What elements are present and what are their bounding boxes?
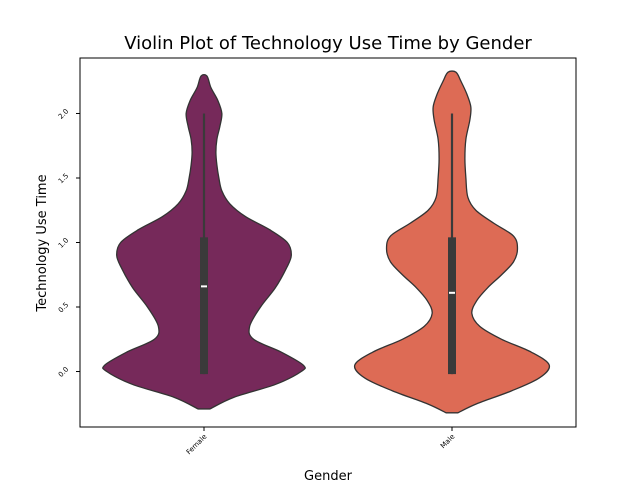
y-tick-label: 1.0	[57, 236, 71, 250]
violins-layer	[102, 70, 551, 414]
y-tick-label: 1.5	[57, 172, 71, 186]
x-tick-label: Male	[439, 433, 456, 450]
iqr-box-female	[200, 237, 208, 375]
iqr-box-male	[448, 237, 456, 375]
y-axis-label: Technology Use Time	[35, 174, 50, 312]
x-axis-label: Gender	[304, 469, 353, 480]
chart-title: Violin Plot of Technology Use Time by Ge…	[124, 33, 532, 54]
y-tick-label: 0.0	[57, 365, 71, 379]
y-tick-label: 2.0	[57, 107, 71, 121]
y-tick-label: 0.5	[57, 301, 71, 315]
plot-frame	[79, 57, 577, 428]
x-tick-label: Female	[185, 433, 209, 457]
